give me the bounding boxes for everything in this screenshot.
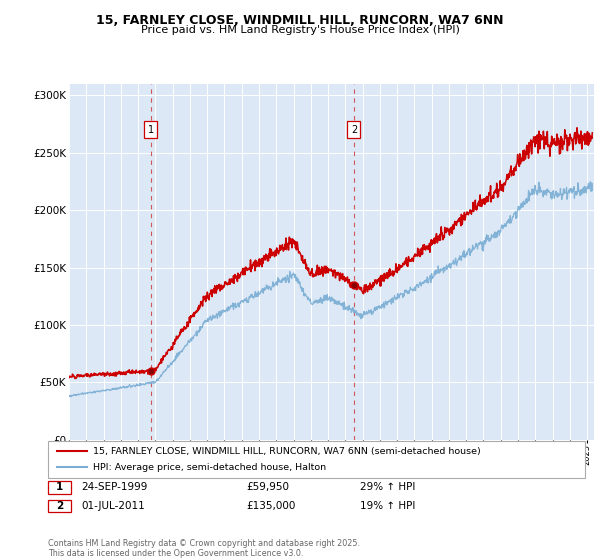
Text: 29% ↑ HPI: 29% ↑ HPI bbox=[360, 483, 415, 492]
Text: £135,000: £135,000 bbox=[246, 501, 295, 511]
Text: 2: 2 bbox=[351, 125, 357, 135]
Text: Price paid vs. HM Land Registry's House Price Index (HPI): Price paid vs. HM Land Registry's House … bbox=[140, 25, 460, 35]
Text: HPI: Average price, semi-detached house, Halton: HPI: Average price, semi-detached house,… bbox=[93, 463, 326, 472]
Text: £59,950: £59,950 bbox=[246, 483, 289, 492]
Text: 24-SEP-1999: 24-SEP-1999 bbox=[81, 483, 148, 492]
Text: 19% ↑ HPI: 19% ↑ HPI bbox=[360, 501, 415, 511]
Text: 1: 1 bbox=[148, 125, 154, 135]
Text: 1: 1 bbox=[56, 483, 63, 492]
Text: Contains HM Land Registry data © Crown copyright and database right 2025.
This d: Contains HM Land Registry data © Crown c… bbox=[48, 539, 360, 558]
Text: 01-JUL-2011: 01-JUL-2011 bbox=[81, 501, 145, 511]
Text: 15, FARNLEY CLOSE, WINDMILL HILL, RUNCORN, WA7 6NN (semi-detached house): 15, FARNLEY CLOSE, WINDMILL HILL, RUNCOR… bbox=[93, 446, 481, 456]
Text: 15, FARNLEY CLOSE, WINDMILL HILL, RUNCORN, WA7 6NN: 15, FARNLEY CLOSE, WINDMILL HILL, RUNCOR… bbox=[96, 14, 504, 27]
Text: 2: 2 bbox=[56, 501, 63, 511]
